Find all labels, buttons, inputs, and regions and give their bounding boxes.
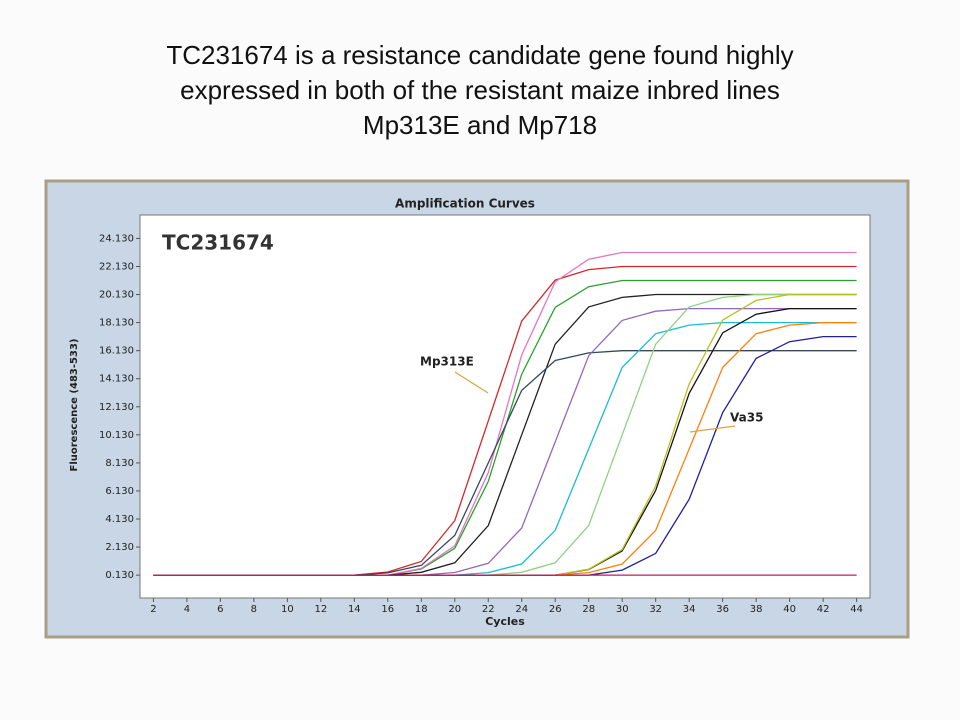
y-tick-label: 0.130 [105,570,134,581]
y-tick-label: 20.130 [99,290,134,301]
x-tick-label: 28 [582,604,595,615]
x-tick-label: 42 [817,604,830,615]
y-tick-label: 10.130 [99,430,134,441]
x-tick-label: 16 [381,604,394,615]
plot-area [139,214,871,599]
annotation-arrow [454,371,489,394]
y-tick-label: 16.130 [99,346,134,357]
x-tick-label: 2 [150,604,156,615]
y-tick-label: 24.130 [99,233,134,244]
x-axis-label: Cycles [485,615,525,628]
inset-label: TC231674 [162,231,274,255]
slide-title: TC231674 is a resistance candidate gene … [0,38,960,143]
x-tick-label: 38 [750,604,763,615]
title-line: TC231674 is a resistance candidate gene … [166,40,794,70]
x-tick-label: 34 [683,604,696,615]
x-tick-label: 24 [515,604,528,615]
x-tick-label: 4 [184,604,190,615]
x-tick-label: 44 [850,604,863,615]
title-line: expressed in both of the resistant maize… [180,75,780,105]
annotation-arrow [689,425,736,433]
x-tick-label: 40 [783,604,796,615]
chart-title: Amplification Curves [395,197,535,211]
y-axis-label: Fluorescence (483-533) [69,339,80,472]
curves [153,251,857,576]
x-tick-label: 20 [448,604,461,615]
x-tick-label: 30 [616,604,629,615]
x-tick-label: 36 [716,604,729,615]
x-tick-label: 14 [348,604,361,615]
x-tick-label: 8 [251,604,257,615]
title-line: Mp313E and Mp718 [362,110,598,140]
y-tick-label: 12.130 [99,402,134,413]
x-tick-label: 22 [482,604,495,615]
x-tick-label: 12 [314,604,327,615]
x-tick-label: 32 [649,604,662,615]
x-tick-label: 26 [549,604,562,615]
y-tick-label: 6.130 [105,486,134,497]
x-tick-label: 18 [415,604,428,615]
y-tick-label: 4.130 [105,514,134,525]
annotation: Va35 [730,411,763,425]
y-tick-label: 2.130 [105,542,134,553]
y-tick-label: 18.130 [99,318,134,329]
x-tick-label: 10 [281,604,294,615]
annotation: Mp313E [420,355,474,369]
x-tick-label: 6 [217,604,223,615]
y-tick-label: 14.130 [99,374,134,385]
y-tick-label: 8.130 [105,458,134,469]
y-tick-label: 22.130 [99,261,134,272]
